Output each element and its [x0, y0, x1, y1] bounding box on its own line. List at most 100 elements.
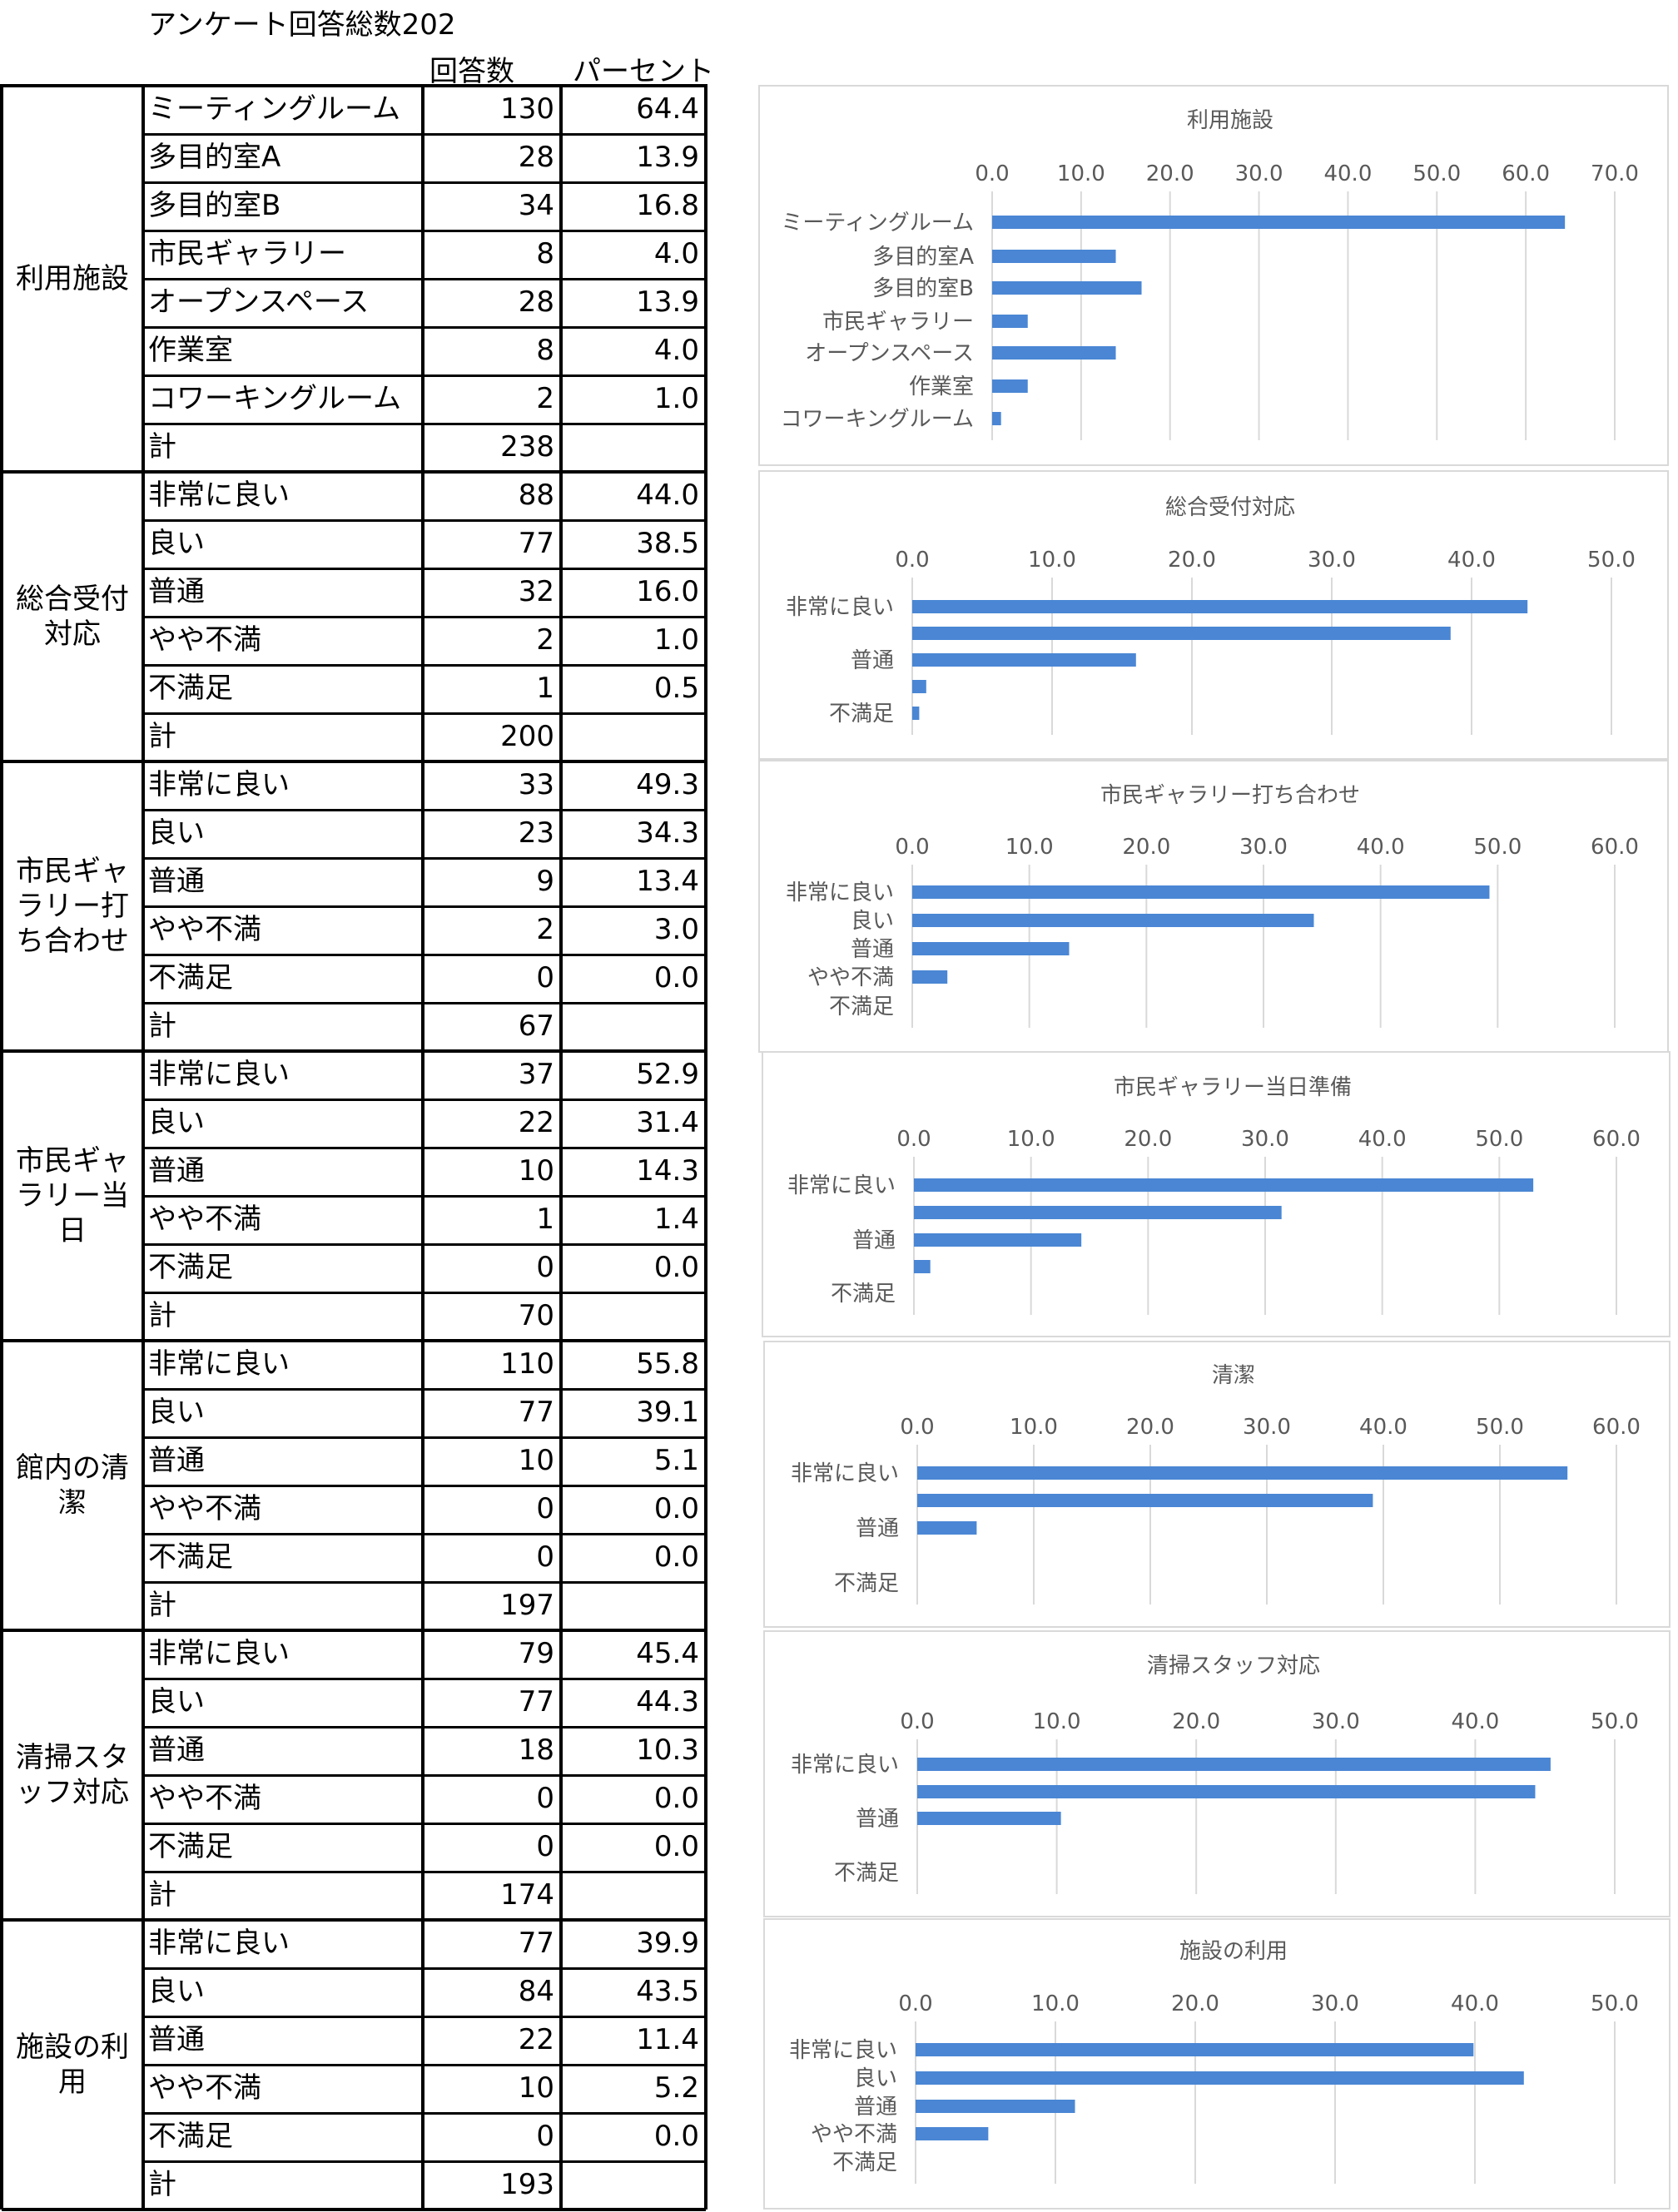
section-label: 市民ギャラリー打ち合わせ [16, 855, 129, 958]
row-count: 8 [536, 334, 554, 367]
percent-column-header: パーセント [573, 55, 714, 88]
category-label: 市民ギャラリー [822, 310, 974, 335]
row-percent: 0.0 [653, 2120, 699, 2153]
row-label: コワーキングルーム [148, 382, 401, 415]
row-percent: 52.9 [636, 1058, 699, 1091]
category-label: オープンスペース [805, 341, 974, 366]
bar [917, 1466, 1568, 1480]
bar [992, 281, 1142, 295]
row-divider [143, 712, 706, 715]
row-label: 非常に良い [148, 1927, 290, 1960]
row-divider [143, 1581, 706, 1584]
total-label: 計 [148, 2168, 176, 2201]
category-label: コワーキングルーム [781, 407, 974, 432]
category-label: やや不満 [807, 965, 894, 990]
row-divider [143, 1099, 706, 1101]
row-count: 1 [536, 1203, 554, 1236]
row-percent: 39.1 [636, 1396, 699, 1429]
category-label: 多目的室A [872, 245, 974, 270]
tick-label: 0.0 [900, 1415, 934, 1440]
row-label: やや不満 [148, 1782, 261, 1815]
tick-label: 50.0 [1473, 835, 1522, 860]
bar [992, 412, 1001, 425]
row-label: 良い [148, 1396, 205, 1429]
row-percent: 31.4 [636, 1106, 699, 1139]
row-divider [143, 1485, 706, 1487]
count-column-header: 回答数 [429, 55, 514, 88]
category-label: 非常に良い [791, 1461, 899, 1486]
bar [916, 2127, 989, 2140]
tick-label: 40.0 [1451, 1709, 1499, 1734]
bar [992, 346, 1116, 360]
tick-label: 30.0 [1239, 835, 1288, 860]
column-divider [0, 84, 3, 2210]
row-label: 普通 [148, 1154, 205, 1188]
total-count: 174 [500, 1878, 554, 1912]
row-percent: 39.9 [636, 1927, 699, 1960]
row-label: 普通 [148, 1733, 205, 1767]
row-count: 18 [518, 1733, 554, 1767]
row-count: 8 [536, 237, 554, 270]
tick-label: 20.0 [1124, 1127, 1172, 1152]
total-count: 193 [500, 2168, 554, 2201]
row-count: 130 [500, 92, 554, 126]
row-divider [143, 1002, 706, 1004]
row-divider [143, 2064, 706, 2066]
tick-label: 10.0 [1028, 548, 1076, 573]
row-count: 2 [536, 623, 554, 657]
section-divider [2, 760, 706, 763]
column-divider [141, 84, 145, 2210]
category-label: 多目的室B [872, 276, 974, 301]
tick-label: 40.0 [1359, 1415, 1407, 1440]
total-label: 計 [148, 1299, 176, 1332]
total-count: 70 [518, 1299, 554, 1332]
row-count: 77 [518, 1685, 554, 1719]
row-label: 良い [148, 527, 205, 560]
row-percent: 44.0 [636, 479, 699, 512]
total-label: 計 [148, 1009, 176, 1043]
row-percent: 45.4 [636, 1637, 699, 1670]
section-label: 利用施設 [16, 262, 129, 295]
row-label: やや不満 [148, 2071, 261, 2105]
tick-label: 20.0 [1168, 548, 1216, 573]
row-count: 0 [536, 961, 554, 994]
row-divider [143, 664, 706, 667]
row-divider [143, 1823, 706, 1825]
bar [912, 653, 1136, 667]
row-label: やや不満 [148, 913, 261, 946]
category-label: 良い [851, 909, 894, 934]
tick-label: 50.0 [1591, 1991, 1639, 2016]
row-label: 良い [148, 816, 205, 850]
category-label: 非常に良い [789, 2038, 897, 2063]
row-label: 非常に良い [148, 479, 290, 512]
tick-label: 20.0 [1172, 1709, 1220, 1734]
chart-frame [763, 1341, 1671, 1628]
row-percent: 16.8 [636, 189, 699, 222]
row-label: やや不満 [148, 1203, 261, 1236]
row-percent: 0.5 [653, 672, 699, 705]
bar [992, 216, 1566, 229]
row-percent: 0.0 [653, 961, 699, 994]
row-divider [143, 568, 706, 570]
category-label: 普通 [852, 1228, 896, 1253]
row-divider [143, 2016, 706, 2018]
row-label: オープンスペース [148, 285, 370, 319]
section-label: 館内の清潔 [16, 1451, 129, 1520]
row-label: 不満足 [148, 1251, 233, 1284]
tick-label: 30.0 [1241, 1127, 1289, 1152]
row-divider [143, 2160, 706, 2163]
bar [912, 707, 920, 720]
row-percent: 0.0 [653, 1540, 699, 1574]
column-divider [421, 84, 424, 2210]
row-percent: 1.4 [653, 1203, 699, 1236]
total-count: 67 [518, 1009, 554, 1043]
row-percent: 1.0 [653, 623, 699, 657]
row-divider [143, 1774, 706, 1777]
row-count: 22 [518, 1106, 554, 1139]
tick-label: 0.0 [900, 1709, 934, 1734]
tick-label: 50.0 [1591, 1709, 1639, 1734]
bar [992, 250, 1116, 263]
bar [912, 885, 1490, 899]
total-label: 計 [148, 1589, 176, 1622]
row-label: 普通 [148, 575, 205, 608]
